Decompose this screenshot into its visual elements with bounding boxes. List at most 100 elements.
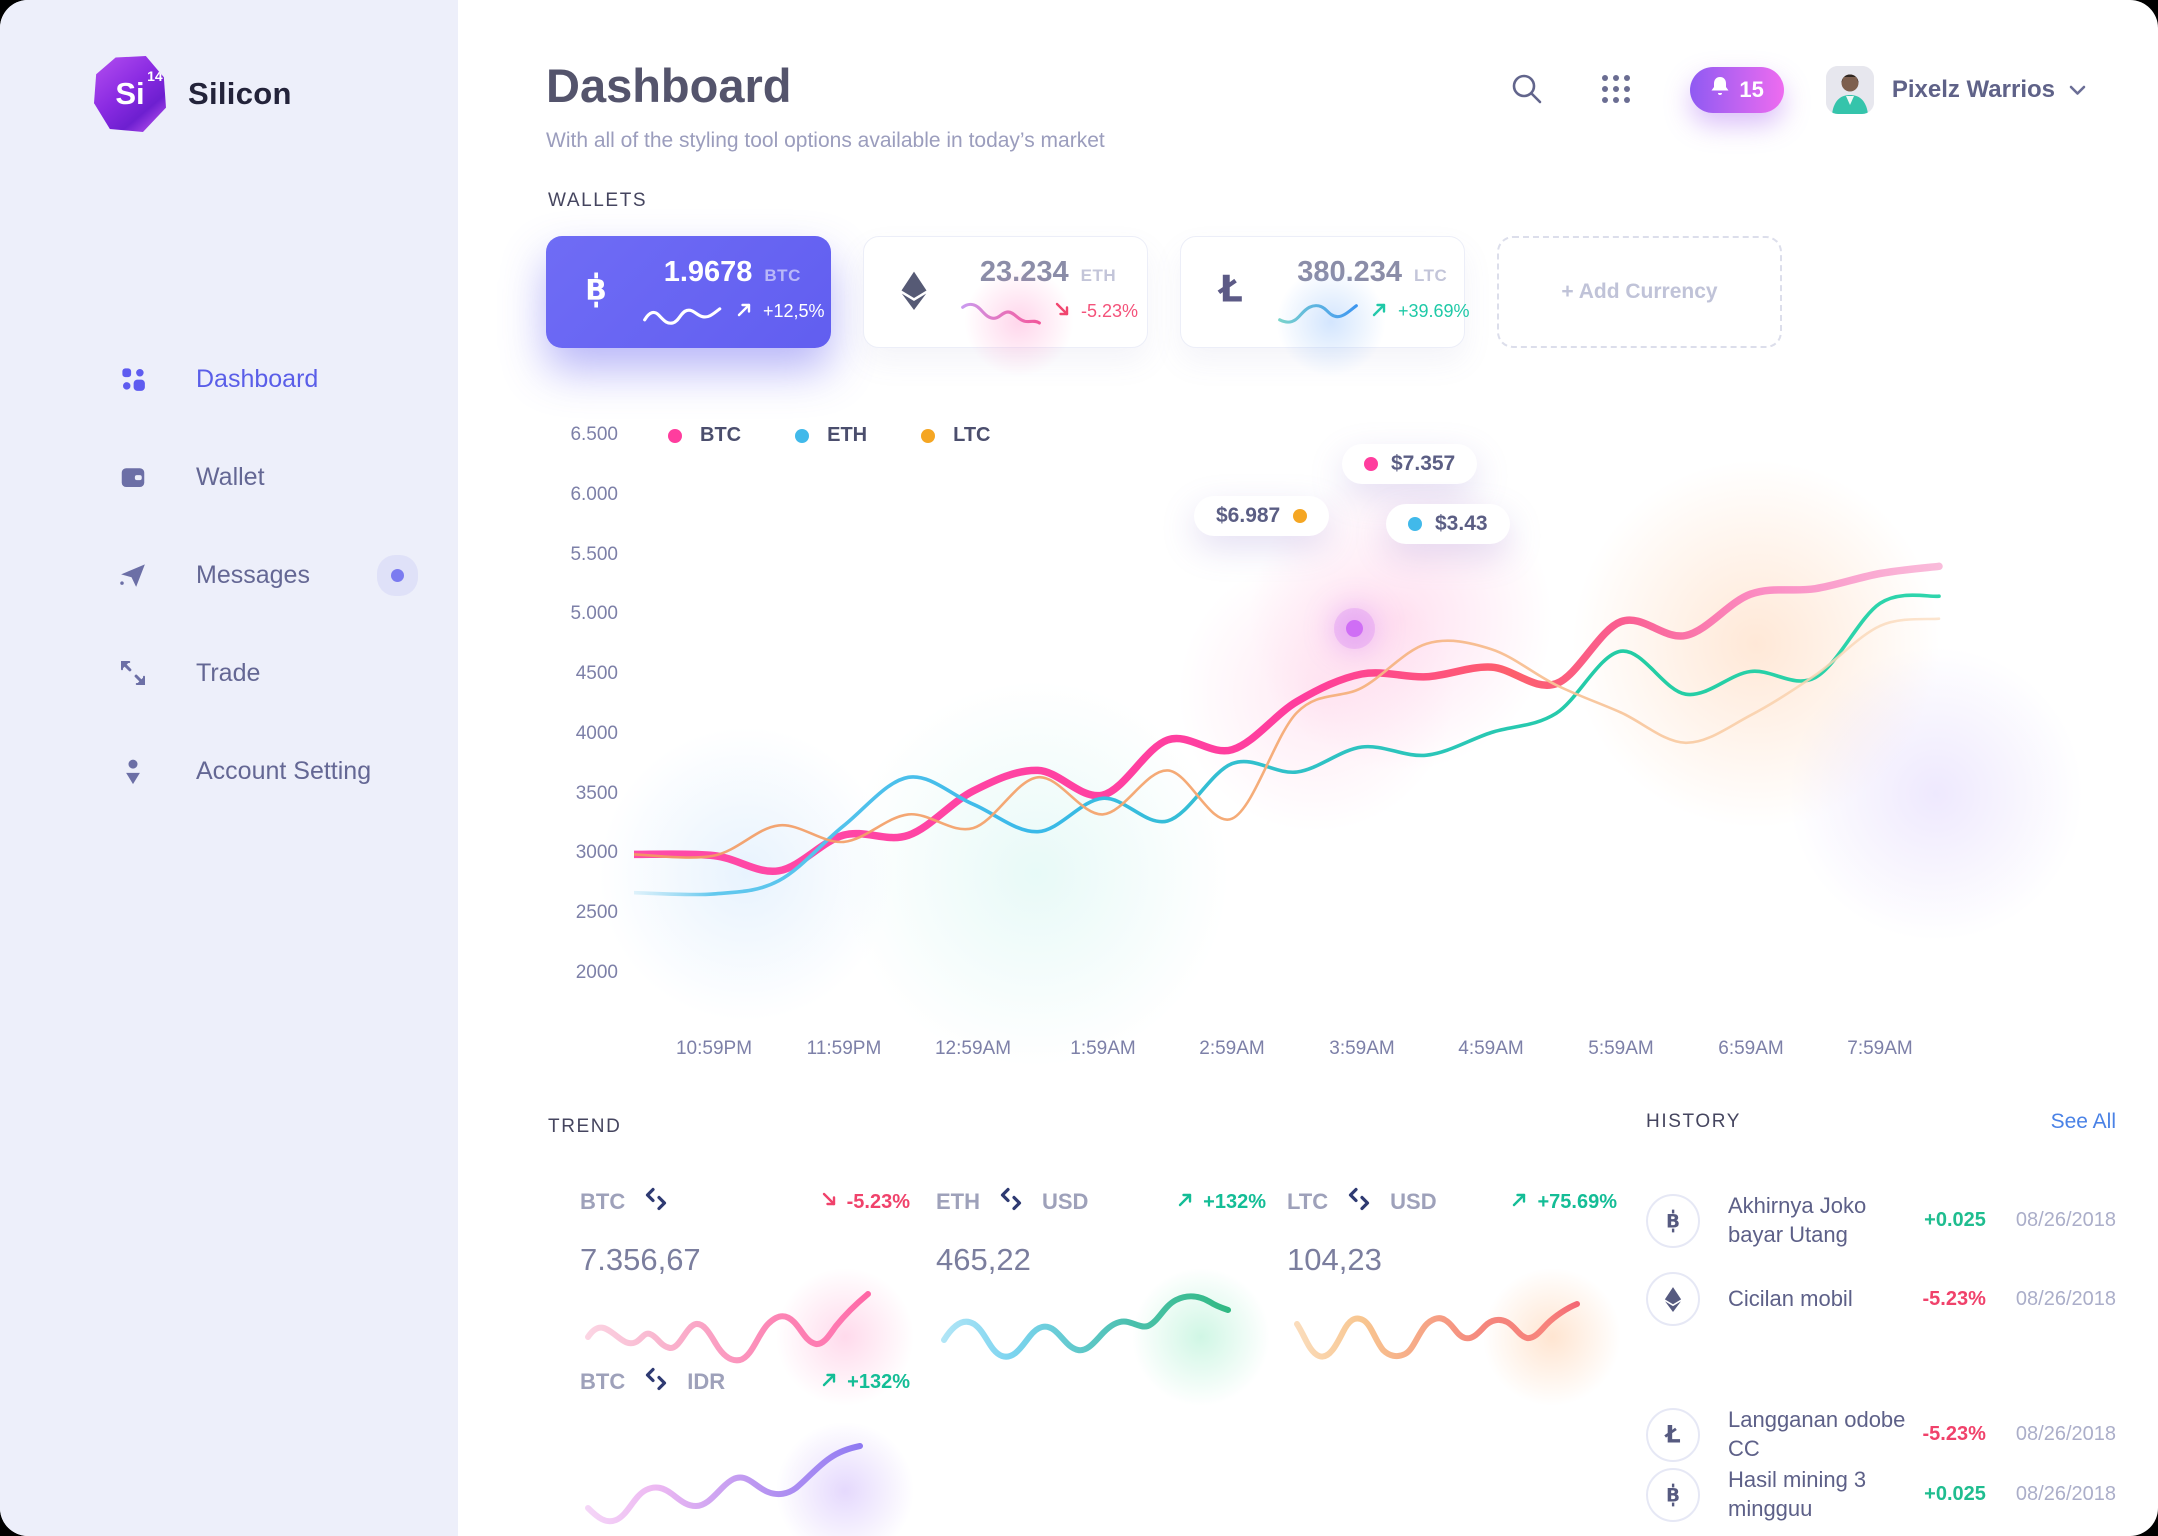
y-axis-label: 6.000 — [570, 484, 618, 505]
notification-count: 15 — [1739, 77, 1764, 102]
arrow-down-icon — [821, 1191, 838, 1214]
history-row[interactable]: B Akhirnya Joko bayar Utang +0.025 08/26… — [1646, 1192, 2116, 1249]
sidebar-item-account-setting[interactable]: Account Setting — [0, 742, 458, 800]
trend-section-label: TREND — [548, 1116, 622, 1137]
wallet-sparkline — [961, 302, 1041, 325]
title-block: Dashboard With all of the styling tool o… — [546, 58, 1105, 153]
history-name: Langganan odobe CC — [1728, 1407, 1906, 1461]
wallet-change: -5.23% — [1081, 301, 1139, 321]
brand-logo: Si 14 Silicon — [94, 56, 292, 132]
history-name: Cicilan mobil — [1728, 1285, 1853, 1311]
x-axis-label: 12:59AM — [934, 1038, 1012, 1059]
notifications-button[interactable]: 15 — [1690, 67, 1784, 113]
price-chart: 6.500 6.000 5.500 5.000 4500 4000 3500 3000 2500… — [546, 424, 2096, 1084]
avatar[interactable] — [1825, 66, 1874, 114]
legend-dot — [795, 428, 810, 443]
arrow-up-icon — [821, 1371, 838, 1394]
legend-item-btc[interactable]: BTC — [668, 424, 741, 447]
sidebar-nav: Dashboard Wallet Messages Trade Account … — [0, 350, 458, 800]
series-line-eth — [632, 593, 1941, 897]
legend-item-eth[interactable]: ETH — [795, 424, 867, 447]
trend-base: LTC — [1287, 1189, 1329, 1214]
history-row[interactable]: B Hasil mining 3 mingguu +0.025 08/26/20… — [1646, 1466, 2116, 1523]
chevron-down-icon[interactable] — [2069, 85, 2086, 96]
trend-quote: USD — [1390, 1189, 1437, 1214]
send-icon — [116, 558, 150, 592]
trend-base: ETH — [936, 1189, 980, 1214]
history-name: Hasil mining 3 mingguu — [1728, 1467, 1867, 1521]
grid-icon — [1600, 73, 1632, 108]
unread-dot — [391, 568, 404, 582]
dashboard-icon — [116, 362, 150, 396]
y-axis-label: 3000 — [575, 842, 618, 863]
arrow-up-icon — [736, 301, 753, 323]
btc-icon: B — [1646, 1193, 1700, 1248]
trend-value: 465,22 — [936, 1242, 1031, 1277]
header: Dashboard With all of the styling tool o… — [546, 58, 2086, 153]
y-axis-label: 2500 — [575, 902, 618, 923]
sidebar-item-messages[interactable]: Messages — [0, 546, 458, 604]
y-axis-label: 4500 — [575, 663, 618, 684]
chart-plot[interactable] — [630, 436, 1964, 1001]
history-row[interactable]: Cicilan mobil -5.23% 08/26/2018 — [1646, 1272, 2116, 1326]
add-currency-button[interactable]: + Add Currency — [1497, 236, 1782, 348]
trend-change: +132% — [847, 1370, 910, 1393]
sidebar-item-label: Dashboard — [196, 364, 319, 393]
wallet-currency: LTC — [1414, 265, 1448, 285]
series-line-ltc — [632, 617, 1941, 859]
history-amount: -5.23% — [1922, 1423, 1986, 1446]
sidebar-item-wallet[interactable]: Wallet — [0, 448, 458, 506]
chart-tooltip: $3.43 — [1386, 504, 1510, 544]
trend-card-ltc-usd: LTC USD +75.69% 104,23 — [1287, 1186, 1627, 1412]
wallet-card-eth[interactable]: 23.234 ETH -5.23% — [863, 236, 1148, 377]
history-row[interactable]: Ł Langganan odobe CC -5.23% 08/26/2018 — [1646, 1406, 2116, 1463]
tooltip-value: $3.43 — [1435, 512, 1488, 535]
sidebar-item-dashboard[interactable]: Dashboard — [0, 350, 458, 408]
trend-quote: IDR — [687, 1369, 726, 1394]
trend-sparkline — [1287, 1262, 1627, 1412]
trend-change: +132% — [1203, 1190, 1266, 1213]
trend-base: BTC — [580, 1369, 626, 1394]
see-all-link[interactable]: See All — [2050, 1110, 2116, 1133]
history-amount: +0.025 — [1924, 1483, 1986, 1506]
y-axis-label: 2000 — [575, 962, 618, 983]
wallet-card-ltc[interactable]: Ł 380.234 LTC +39.69% — [1180, 236, 1470, 377]
trend-sparkline — [580, 1416, 920, 1536]
chart-tooltip: $6.987 — [1194, 496, 1330, 536]
svg-text:B: B — [585, 274, 607, 307]
chart-highlight-dot — [1346, 620, 1363, 637]
tooltip-value: $7.357 — [1391, 452, 1456, 475]
sidebar-item-label: Trade — [196, 658, 261, 687]
history-date: 08/26/2018 — [2015, 1423, 2116, 1446]
wallet-currency: ETH — [1080, 265, 1117, 285]
legend-item-ltc[interactable]: LTC — [921, 424, 991, 447]
sidebar-item-trade[interactable]: Trade — [0, 644, 458, 702]
wallet-change: +12,5% — [763, 301, 825, 321]
wallet-card-btc[interactable]: B 1.9678 BTC +12,5% — [546, 236, 831, 348]
x-axis-label: 10:59PM — [675, 1038, 753, 1059]
wallet-sparkline — [643, 306, 722, 325]
page-subtitle: With all of the styling tool options ava… — [546, 129, 1105, 152]
svg-text:B: B — [1666, 1211, 1680, 1232]
x-axis-label: 4:59AM — [1458, 1038, 1524, 1059]
sidebar: Si 14 Silicon Dashboard Wallet Messages T… — [0, 0, 458, 1536]
trend-value: 104,23 — [1287, 1242, 1382, 1277]
eth-icon — [894, 270, 934, 315]
wallet-cards: B 1.9678 BTC +12,5% — [546, 236, 1782, 377]
swap-icon — [1346, 1186, 1372, 1218]
arrow-up-icon — [1371, 301, 1388, 323]
header-actions: 15 Pixelz Warrios — [1510, 58, 2086, 122]
apps-grid-button[interactable] — [1600, 73, 1632, 108]
user-name[interactable]: Pixelz Warrios — [1891, 76, 2055, 103]
arrow-down-icon — [1054, 301, 1071, 323]
history-amount: +0.025 — [1924, 1209, 1986, 1232]
svg-text:Ł: Ł — [1663, 1422, 1680, 1448]
ltc-icon: Ł — [1646, 1407, 1700, 1462]
wallet-change: +39.69% — [1398, 301, 1470, 321]
swap-icon — [643, 1366, 669, 1398]
wallet-amount: 23.234 — [979, 255, 1069, 288]
search-button[interactable] — [1510, 72, 1544, 109]
trend-change: -5.23% — [846, 1190, 910, 1213]
y-axis-label: 6.500 — [570, 424, 618, 445]
